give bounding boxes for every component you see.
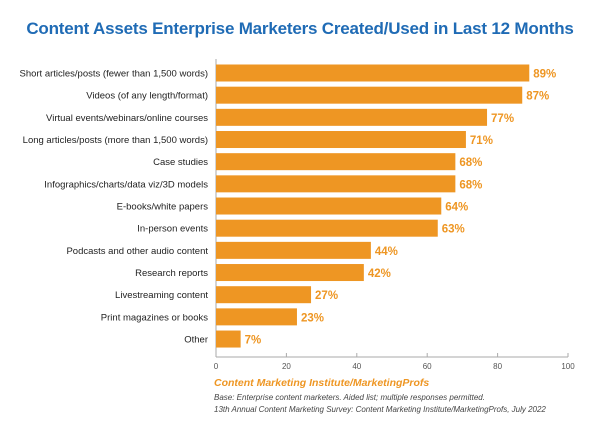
category-label: Livestreaming content [115,290,208,301]
category-label: Podcasts and other audio content [66,246,208,257]
x-tick-label: 100 [561,362,575,371]
data-label: 71% [470,135,493,147]
data-label: 63% [442,224,465,236]
survey-note: 13th Annual Content Marketing Survey: Co… [214,405,546,414]
x-tick-label: 20 [282,362,291,371]
x-tick-label: 0 [214,362,219,371]
bar [216,286,312,304]
category-label: Infographics/charts/data viz/3D models [44,179,208,190]
x-tick-label: 60 [423,362,432,371]
category-label: E-books/white papers [117,202,209,213]
data-label: 68% [459,179,482,191]
bar [216,64,530,82]
data-label: 7% [245,335,262,347]
bar [216,308,297,326]
bar [216,241,371,259]
category-label: Research reports [135,268,208,279]
bar [216,86,523,104]
category-label: Long articles/posts (more than 1,500 wor… [23,135,208,146]
chart-title: Content Assets Enterprise Marketers Crea… [26,19,574,38]
data-label: 68% [459,157,482,169]
category-label: Virtual events/webinars/online courses [46,113,208,124]
data-label: 44% [375,246,398,258]
bar [216,131,466,149]
category-label: Videos (of any length/format) [86,91,208,102]
data-label: 42% [368,268,391,280]
data-label: 23% [301,312,324,324]
bar [216,153,456,171]
x-tick-label: 80 [493,362,502,371]
bar [216,108,488,126]
x-tick-label: 40 [352,362,361,371]
data-label: 87% [526,91,549,103]
base-note: Base: Enterprise content marketers. Aide… [214,393,485,402]
data-label: 64% [445,202,468,214]
bar [216,219,438,237]
category-label: Other [184,335,208,346]
data-label: 89% [533,69,556,81]
data-label: 27% [315,290,338,302]
bar [216,330,241,348]
category-label: Print magazines or books [101,312,208,323]
data-label: 77% [491,113,514,125]
bar [216,175,456,193]
source-label: Content Marketing Institute/MarketingPro… [214,377,430,389]
bar [216,264,364,282]
category-label: Short articles/posts (fewer than 1,500 w… [19,69,208,80]
category-label: Case studies [153,157,208,168]
bar [216,197,442,215]
category-label: In-person events [137,224,208,235]
